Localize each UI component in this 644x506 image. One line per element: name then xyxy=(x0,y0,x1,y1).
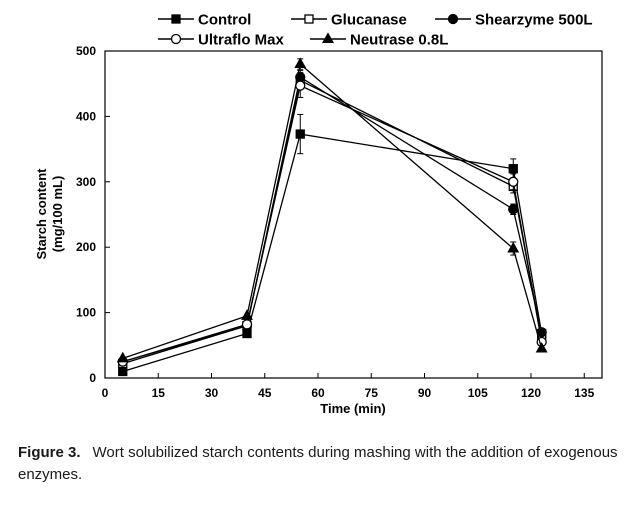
y-tick-label-100: 100 xyxy=(76,306,96,320)
x-tick-label-60: 60 xyxy=(311,386,325,400)
y-tick-label-200: 200 xyxy=(76,240,96,254)
legend-label-ultraflo-max: Ultraflo Max xyxy=(198,32,285,49)
figure-caption-text: Wort solubilized starch contents during … xyxy=(18,444,618,483)
x-tick-label-75: 75 xyxy=(365,386,379,400)
y-tick-label-300: 300 xyxy=(76,175,96,189)
series-shearzyme-500l xyxy=(117,70,547,367)
data-point-neutrase-0-8l-1 xyxy=(241,309,253,320)
x-tick-label-15: 15 xyxy=(152,386,166,400)
legend-marker-ultraflo-max xyxy=(170,33,182,45)
data-point-ultraflo-max-3 xyxy=(508,176,519,187)
y-tick-label-500: 500 xyxy=(76,44,96,58)
legend-marker-control xyxy=(171,14,181,24)
legend: Control Glucanase Shearzyme 500L Ultraflo M… xyxy=(158,12,593,49)
data-point-neutrase-0-8l-2 xyxy=(294,57,307,69)
legend-label-control: Control xyxy=(198,12,251,29)
data-point-shearzyme-500l-3 xyxy=(508,204,519,215)
y-axis: 0 100 200 300 400 500 xyxy=(76,44,110,385)
x-tick-label-90: 90 xyxy=(418,386,432,400)
series-line-glucanase xyxy=(122,79,543,365)
legend-item-control: Control xyxy=(158,12,251,29)
x-tick-label-120: 120 xyxy=(521,386,541,400)
figure-caption: Figure 3. Wort solubilized starch content… xyxy=(18,442,630,486)
data-point-control-3 xyxy=(508,164,518,174)
series-ultraflo-max xyxy=(117,73,547,367)
series-glucanase xyxy=(118,72,547,369)
legend-item-neutrase-0-8l: Neutrase 0.8L xyxy=(310,32,448,49)
y-axis-units: (mg/100 mL) xyxy=(50,176,65,253)
series-neutrase-0-8l xyxy=(116,57,548,363)
series-control xyxy=(118,113,547,377)
x-tick-label-135: 135 xyxy=(574,386,594,400)
data-point-neutrase-0-8l-3 xyxy=(507,241,520,253)
legend-item-shearzyme-500l: Shearzyme 500L xyxy=(435,12,593,29)
data-point-ultraflo-max-2 xyxy=(295,80,306,91)
x-tick-label-30: 30 xyxy=(205,386,219,400)
legend-label-neutrase-0-8l: Neutrase 0.8L xyxy=(350,32,448,49)
figure-label: Figure 3. xyxy=(18,444,81,461)
data-point-control-2 xyxy=(295,129,305,139)
series-line-neutrase-0-8l xyxy=(122,62,543,359)
y-tick-label-0: 0 xyxy=(89,371,96,385)
x-tick-label-105: 105 xyxy=(468,386,488,400)
legend-marker-neutrase-0-8l xyxy=(322,32,334,43)
x-axis-title: Time (min) xyxy=(320,401,386,416)
plot-frame xyxy=(104,50,603,379)
data-point-neutrase-0-8l-4 xyxy=(535,341,548,353)
x-tick-label-45: 45 xyxy=(258,386,272,400)
legend-label-shearzyme-500l: Shearzyme 500L xyxy=(475,12,593,29)
series-line-ultraflo-max xyxy=(122,84,543,363)
y-axis-title: Starch content xyxy=(34,168,49,260)
x-axis: 0 15 30 45 60 75 90 105 120 135 xyxy=(102,373,595,400)
series-layer xyxy=(116,57,548,377)
legend-marker-glucanase xyxy=(304,14,314,24)
legend-label-glucanase: Glucanase xyxy=(331,12,407,29)
legend-item-glucanase: Glucanase xyxy=(291,12,407,29)
y-tick-label-400: 400 xyxy=(76,109,96,123)
data-point-ultraflo-max-1 xyxy=(241,319,253,330)
data-point-neutrase-0-8l-0 xyxy=(116,351,129,363)
x-tick-label-0: 0 xyxy=(102,386,109,400)
data-point-control-0 xyxy=(118,366,128,377)
legend-marker-shearzyme-500l xyxy=(447,13,459,25)
legend-item-ultraflo-max: Ultraflo Max xyxy=(158,32,285,49)
starch-content-chart: Control Glucanase Shearzyme 500L Ultraflo M… xyxy=(34,12,603,416)
